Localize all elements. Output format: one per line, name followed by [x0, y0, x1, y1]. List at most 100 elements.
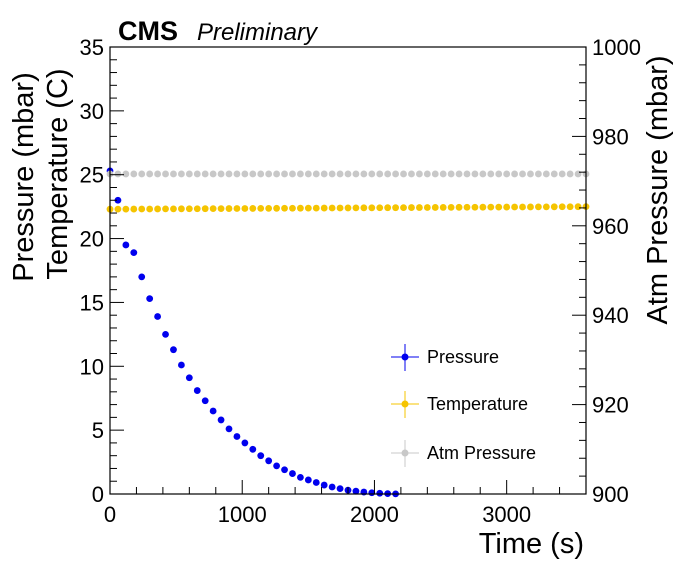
point-temperature — [550, 203, 558, 211]
point-temperature — [146, 205, 154, 213]
point-temperature — [217, 205, 225, 213]
point-atm-pressure — [392, 170, 399, 178]
point-temperature — [344, 204, 352, 212]
point-atm-pressure — [423, 170, 431, 178]
point-atm-pressure — [122, 170, 130, 178]
point-pressure — [162, 330, 169, 338]
legend-marker-pressure — [401, 353, 409, 361]
point-atm-pressure — [487, 170, 495, 178]
x-axis-title: Time (s) — [479, 528, 584, 560]
point-atm-pressure — [550, 170, 558, 178]
point-temperature — [376, 204, 384, 212]
point-atm-pressure — [130, 170, 138, 178]
legend-label-pressure: Pressure — [427, 347, 499, 367]
point-atm-pressure — [265, 170, 273, 178]
y-axis-right: 900 920 940 960 980 1000 — [572, 35, 641, 507]
point-temperature — [185, 205, 193, 213]
point-atm-pressure — [146, 170, 154, 178]
point-temperature — [304, 204, 312, 212]
y2-tick-label: 940 — [592, 303, 629, 328]
legend-item-temperature: Temperature — [391, 391, 528, 418]
point-atm-pressure — [154, 170, 162, 178]
point-atm-pressure — [558, 170, 566, 178]
point-atm-pressure — [281, 170, 288, 178]
point-temperature — [431, 204, 439, 211]
point-pressure — [209, 407, 217, 415]
point-atm-pressure — [542, 170, 550, 178]
point-pressure — [257, 452, 265, 460]
point-atm-pressure — [368, 170, 376, 178]
point-atm-pressure — [312, 170, 320, 178]
point-temperature — [447, 203, 455, 211]
point-temperature — [511, 203, 518, 211]
point-temperature — [408, 204, 415, 211]
y2-tick-label: 960 — [592, 214, 629, 239]
point-temperature — [138, 205, 146, 213]
point-atm-pressure — [463, 170, 471, 178]
y-axis-title-line-1: Pressure (mbar) — [8, 72, 40, 282]
point-temperature — [170, 205, 177, 213]
point-pressure — [146, 295, 154, 302]
point-temperature — [368, 204, 376, 212]
point-atm-pressure — [455, 170, 463, 178]
status-label: Preliminary — [197, 19, 319, 46]
experiment-label: CMS — [118, 16, 178, 46]
point-atm-pressure — [289, 170, 296, 178]
point-temperature — [471, 203, 479, 211]
point-temperature — [281, 204, 288, 212]
point-temperature — [201, 205, 209, 213]
point-pressure — [217, 416, 225, 424]
point-atm-pressure — [535, 170, 542, 178]
point-temperature — [249, 205, 257, 212]
point-atm-pressure — [170, 170, 177, 178]
point-atm-pressure — [249, 170, 257, 178]
point-temperature — [178, 205, 185, 213]
point-pressure — [281, 466, 288, 474]
y-tick-label: 10 — [80, 354, 104, 379]
point-temperature — [558, 203, 566, 211]
point-atm-pressure — [185, 170, 193, 178]
point-atm-pressure — [400, 170, 407, 178]
point-temperature — [114, 205, 122, 213]
point-temperature — [527, 203, 534, 211]
x-tick-label: 1000 — [218, 502, 267, 527]
point-temperature — [320, 204, 328, 212]
point-atm-pressure — [114, 170, 122, 178]
y-tick-label: 25 — [80, 163, 104, 188]
point-temperature — [257, 204, 265, 212]
point-atm-pressure — [503, 170, 511, 178]
point-atm-pressure — [352, 170, 360, 178]
point-pressure — [249, 445, 257, 453]
y2-tick-label: 980 — [592, 124, 629, 149]
point-temperature — [273, 204, 280, 212]
point-temperature — [352, 204, 360, 212]
point-temperature — [400, 204, 407, 212]
point-temperature — [162, 205, 169, 213]
point-pressure — [320, 481, 328, 489]
point-temperature — [265, 204, 273, 212]
y-axis-title-right: Atm Pressure (mbar) — [642, 55, 674, 324]
x-tick-label: 2000 — [350, 502, 399, 527]
point-atm-pressure — [233, 170, 241, 178]
y-tick-label: 15 — [80, 290, 104, 315]
y-tick-label: 0 — [92, 482, 104, 507]
x-axis: 0 1000 2000 3000 — [104, 480, 587, 527]
y-tick-label: 35 — [80, 35, 104, 60]
y-axis-title-right-text: Atm Pressure (mbar) — [642, 55, 674, 324]
data-markers — [106, 167, 590, 498]
point-pressure — [289, 470, 296, 477]
point-atm-pressure — [304, 170, 312, 178]
point-atm-pressure — [439, 170, 447, 178]
point-pressure — [185, 374, 193, 382]
legend-item-pressure: Pressure — [391, 344, 499, 371]
point-atm-pressure — [527, 170, 534, 178]
point-pressure — [352, 487, 360, 495]
point-temperature — [225, 205, 233, 212]
legend: Pressure Temperature Atm Pressure — [391, 344, 536, 467]
point-atm-pressure — [360, 170, 368, 178]
point-pressure — [122, 241, 130, 249]
point-atm-pressure — [431, 170, 439, 178]
brand-label: CMS Preliminary — [118, 16, 319, 46]
point-atm-pressure — [574, 170, 582, 178]
point-atm-pressure — [201, 170, 209, 178]
